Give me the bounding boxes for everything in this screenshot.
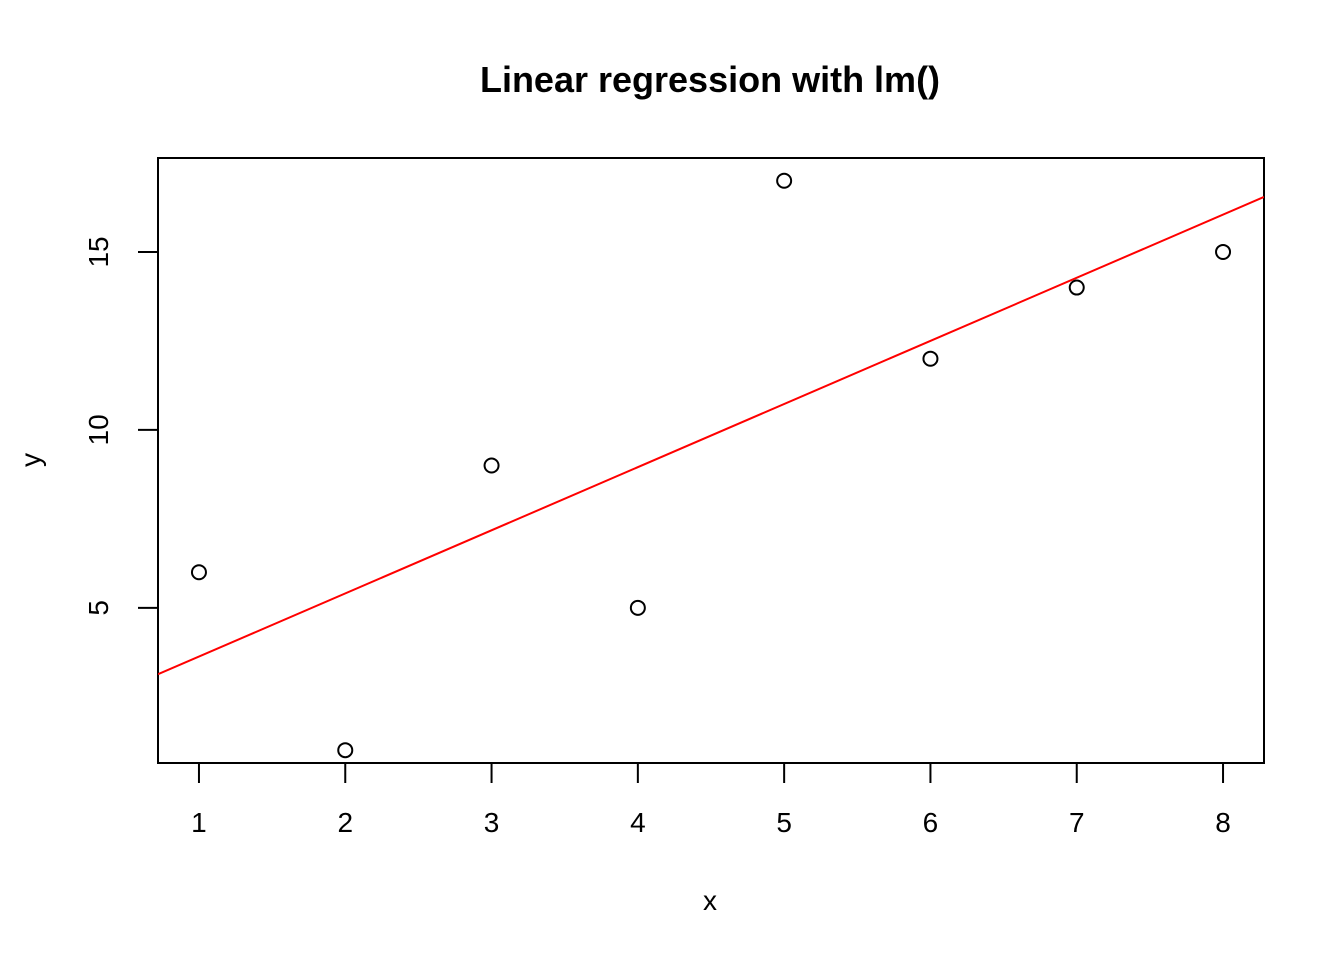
data-point [337,742,354,759]
data-point [922,350,939,367]
y-tick-label: 10 [83,414,114,445]
data-point [629,599,646,616]
data-point [483,457,500,474]
x-tick-label: 3 [484,807,500,838]
y-tick-label: 15 [83,236,114,267]
regression-layer [158,196,1264,676]
regression-line [158,196,1264,676]
x-axis: 1 2 3 4 5 6 7 8 [191,762,1231,838]
data-point [190,564,207,581]
data-point [1068,279,1085,296]
x-tick-label: 6 [923,807,939,838]
x-axis-label: x [703,885,717,916]
points-layer [190,172,1232,759]
x-tick-label: 1 [191,807,207,838]
x-tick-label: 5 [776,807,792,838]
y-axis-label: y [15,453,46,467]
data-point [1215,243,1232,260]
data-point [776,172,793,189]
y-tick-label: 5 [83,600,114,616]
x-tick-label: 8 [1215,807,1231,838]
y-axis: 5 10 15 [83,236,159,616]
x-tick-label: 7 [1069,807,1085,838]
plot-frame [157,157,1265,764]
chart-title: Linear regression with lm() [480,59,940,100]
x-tick-label: 4 [630,807,646,838]
x-tick-label: 2 [337,807,353,838]
